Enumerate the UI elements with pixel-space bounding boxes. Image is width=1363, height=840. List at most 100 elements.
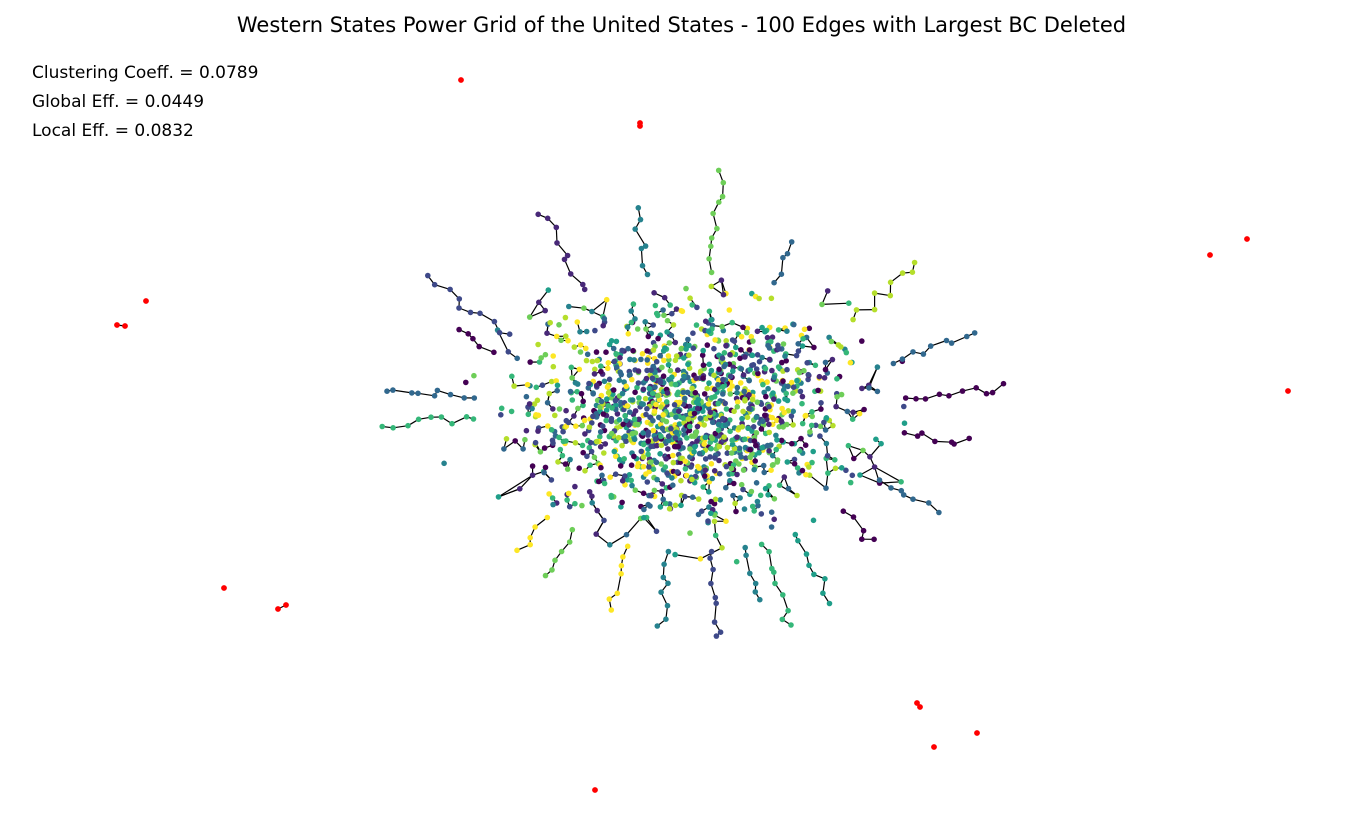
graph-node bbox=[623, 383, 629, 390]
graph-node bbox=[774, 437, 780, 443]
graph-node bbox=[630, 347, 636, 354]
graph-node bbox=[823, 415, 830, 421]
graph-node bbox=[731, 408, 737, 415]
graph-node bbox=[629, 482, 635, 489]
disconnected-components bbox=[114, 77, 1291, 793]
graph-node bbox=[578, 390, 585, 397]
graph-node bbox=[711, 619, 718, 625]
graph-node bbox=[664, 317, 671, 324]
graph-node bbox=[749, 290, 755, 297]
graph-node bbox=[761, 389, 767, 396]
graph-node bbox=[821, 375, 828, 381]
graph-node bbox=[628, 462, 635, 469]
graph-edge bbox=[640, 248, 644, 266]
graph-node bbox=[658, 461, 664, 467]
graph-node bbox=[666, 506, 673, 512]
graph-node bbox=[720, 415, 726, 422]
graph-node bbox=[623, 417, 629, 424]
graph-node bbox=[738, 347, 744, 353]
graph-node bbox=[550, 406, 556, 412]
graph-node bbox=[898, 479, 904, 485]
graph-node bbox=[613, 338, 620, 345]
graph-node bbox=[744, 325, 751, 332]
graph-node bbox=[608, 338, 615, 344]
graph-node bbox=[659, 481, 666, 487]
graph-edge bbox=[869, 443, 882, 458]
graph-node bbox=[527, 534, 533, 541]
graph-node bbox=[948, 340, 955, 346]
graph-node bbox=[606, 376, 613, 383]
graph-node bbox=[751, 466, 757, 473]
graph-node bbox=[559, 452, 566, 459]
graph-node bbox=[756, 295, 762, 302]
graph-node bbox=[705, 401, 712, 407]
graph-node bbox=[550, 501, 556, 508]
graph-node bbox=[766, 403, 772, 410]
graph-node bbox=[704, 385, 710, 392]
graph-node bbox=[555, 459, 561, 465]
graph-node bbox=[646, 464, 652, 470]
graph-node bbox=[626, 472, 633, 478]
graph-node bbox=[743, 552, 749, 559]
graph-node bbox=[431, 281, 438, 288]
graph-node bbox=[648, 367, 654, 374]
graph-node bbox=[708, 283, 715, 290]
graph-node bbox=[556, 322, 562, 328]
graph-node bbox=[648, 443, 654, 450]
graph-node bbox=[811, 571, 817, 578]
graph-node bbox=[629, 397, 636, 403]
graph-node bbox=[722, 400, 728, 407]
graph-node bbox=[470, 335, 476, 342]
graph-edge bbox=[809, 474, 827, 489]
graph-node bbox=[522, 436, 528, 443]
graph-node bbox=[706, 308, 713, 315]
graph-node bbox=[775, 364, 782, 370]
graph-node bbox=[707, 409, 714, 416]
graph-node bbox=[899, 270, 906, 276]
graph-node bbox=[687, 295, 693, 302]
graph-node bbox=[644, 406, 650, 412]
isolated-node bbox=[914, 700, 920, 706]
graph-node bbox=[764, 379, 770, 385]
graph-node bbox=[766, 448, 772, 454]
graph-node bbox=[728, 450, 735, 456]
graph-node bbox=[449, 420, 455, 427]
graph-node bbox=[780, 341, 787, 347]
graph-node bbox=[523, 427, 530, 434]
graph-node bbox=[683, 472, 690, 479]
graph-node bbox=[700, 375, 706, 382]
graph-node bbox=[741, 388, 747, 395]
graph-node bbox=[689, 494, 696, 501]
graph-node bbox=[571, 413, 577, 419]
graph-node bbox=[618, 504, 624, 510]
graph-node bbox=[624, 543, 631, 550]
graph-node bbox=[887, 292, 894, 299]
graph-node bbox=[684, 389, 691, 396]
graph-node bbox=[817, 423, 824, 430]
graph-node bbox=[771, 396, 777, 402]
graph-node bbox=[741, 506, 748, 512]
graph-edge bbox=[768, 551, 773, 569]
graph-node bbox=[640, 463, 647, 470]
graph-node bbox=[601, 378, 608, 385]
graph-node bbox=[708, 510, 714, 517]
graph-node bbox=[663, 616, 669, 622]
graph-node bbox=[795, 348, 802, 354]
graph-node bbox=[932, 438, 938, 445]
graph-node bbox=[802, 413, 809, 419]
graph-node bbox=[687, 530, 693, 536]
graph-node bbox=[525, 411, 532, 418]
graph-node bbox=[463, 414, 470, 420]
graph-node bbox=[756, 450, 762, 456]
graph-node bbox=[808, 422, 815, 429]
graph-node bbox=[708, 367, 715, 374]
graph-node bbox=[773, 446, 779, 453]
graph-node bbox=[692, 444, 698, 450]
graph-node bbox=[523, 393, 530, 400]
graph-node bbox=[683, 285, 689, 292]
graph-node bbox=[794, 465, 801, 471]
graph-node bbox=[747, 446, 754, 453]
graph-node bbox=[694, 304, 700, 311]
graph-node bbox=[874, 364, 881, 370]
graph-node bbox=[496, 329, 503, 336]
